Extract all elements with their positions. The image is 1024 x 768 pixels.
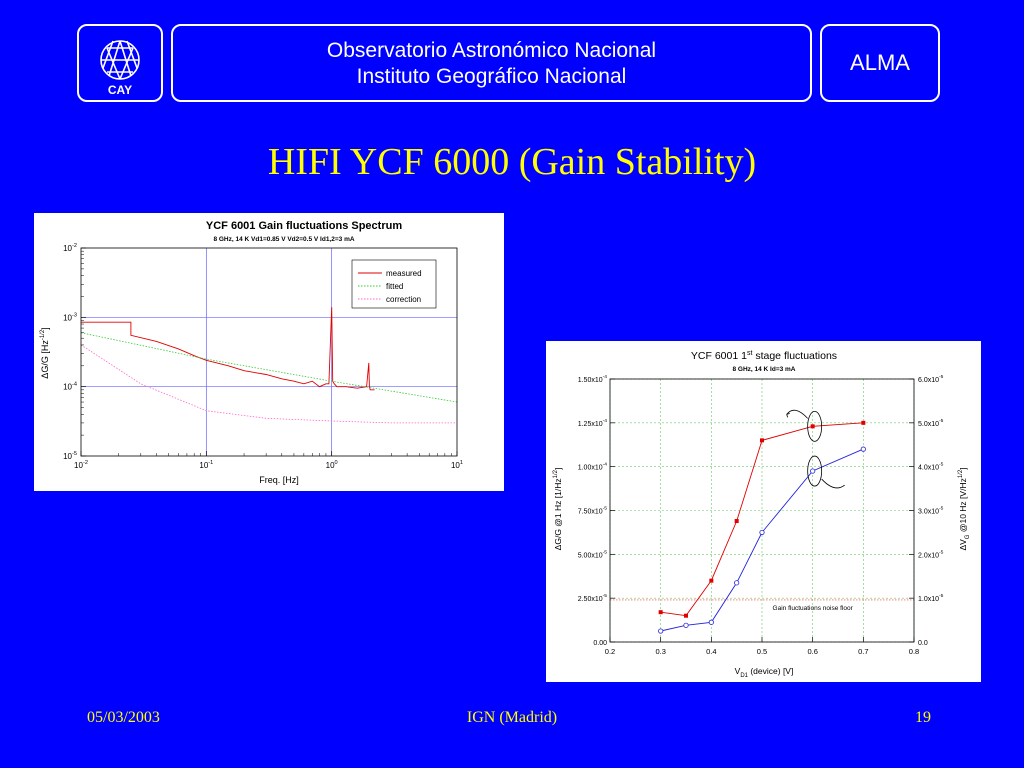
chart2-ytick-left-label-0: 0.00 — [593, 640, 607, 647]
chart1-xtick-label-0: 10-2 — [74, 460, 88, 470]
chart2-point-left-4 — [760, 438, 764, 443]
chart2-point-right-6 — [860, 446, 866, 452]
chart1-ytick-label-0: 10-5 — [63, 451, 77, 461]
chart2-point-right-5 — [810, 468, 816, 474]
chart2-point-left-5 — [810, 424, 815, 429]
chart1-ytick-label-2: 10-3 — [63, 312, 77, 322]
chart2-point-left-3 — [734, 519, 739, 524]
chart2-ytick-left-label-4: 1.00x10-4 — [578, 462, 608, 472]
chart1-ylabel: ΔG/G [Hz-1/2] — [40, 327, 50, 378]
chart2-point-right-1 — [683, 622, 689, 628]
chart2-point-right-3 — [734, 580, 740, 586]
chart1-series-fitted — [80, 332, 458, 403]
chart2-left-axis-ellipse — [807, 410, 823, 442]
chart2-ytick-right-label-5: 5.0x10-5 — [918, 418, 944, 428]
chart1-legend: measured fitted correction — [351, 259, 437, 309]
chart1-plot-frame — [80, 247, 458, 457]
gain-spectrum-chart: YCF 6001 Gain fluctuations Spectrum 8 GH… — [40, 220, 463, 485]
chart2-point-left-0 — [658, 610, 663, 615]
chart2-xtick-label-1: 0.3 — [655, 647, 665, 656]
institution-line1: Observatorio Astronómico Nacional — [326, 39, 657, 62]
chart2-ytick-left-label-3: 7.50x10-5 — [578, 506, 608, 516]
chart1-xtick-label-3: 101 — [451, 460, 463, 470]
chart2-point-left-2 — [709, 578, 714, 583]
logo-text: CAY — [108, 83, 132, 97]
chart1-series-measured — [81, 307, 375, 391]
project-label: ALMA — [850, 50, 910, 75]
chart2-xtick-label-2: 0.4 — [706, 647, 716, 656]
chart2-ytick-right-label-3: 3.0x10-5 — [918, 506, 944, 516]
chart2-ytick-right-label-2: 2.0x10-5 — [918, 549, 944, 559]
chart2-xtick-label-4: 0.6 — [807, 647, 817, 656]
chart2-point-left-1 — [684, 613, 688, 618]
chart1-ytick-label-3: 10-2 — [63, 243, 77, 253]
chart1-subtitle: 8 GHz, 14 K Vd1=0.85 V Vd2=0.5 V Id1,2=3… — [213, 236, 354, 243]
logo-box: CAY — [77, 24, 163, 102]
chart2-title: YCF 6001 1st stage fluctuations — [691, 350, 837, 362]
chart2-point-right-0 — [658, 628, 664, 634]
chart2-ytick-left-label-5: 1.25x10-4 — [578, 418, 608, 428]
chart1-xtick-label-2: 100 — [326, 460, 338, 470]
chart1-legend-box — [351, 259, 437, 309]
slide-title: HIFI YCF 6000 (Gain Stability) — [267, 141, 757, 183]
chart1-legend-label-correction: correction — [386, 295, 421, 304]
chart2-point-right-2 — [708, 619, 714, 625]
chart2-ytick-right-label-0: 0.0 — [918, 640, 928, 647]
chart2-noise-floor-label: Gain fluctuations noise floor — [773, 605, 854, 612]
stage-fluctuations-chart: YCF 6001 1st stage fluctuations 8 GHz, 1… — [553, 350, 971, 679]
chart2-ytick-left-label-2: 5.00x10-5 — [578, 549, 608, 559]
chart1-title: YCF 6001 Gain fluctuations Spectrum — [206, 220, 402, 232]
chart1-legend-label-fitted: fitted — [386, 282, 403, 291]
chart1-xtick-label-1: 10-1 — [199, 460, 213, 470]
chart2-xtick-label-6: 0.8 — [909, 647, 919, 656]
chart2-subtitle: 8 GHz, 14 K Id=3 mA — [732, 366, 795, 373]
chart2-right-axis-ellipse — [807, 455, 823, 487]
footer-date: 05/03/2003 — [87, 709, 160, 726]
chart2-left-axis-arrowhead — [786, 412, 790, 418]
institution-line2: Instituto Geográfico Nacional — [356, 65, 627, 88]
chart2-xlabel: VD1 (device) [V] — [735, 666, 794, 679]
chart2-ytick-left-label-6: 1.50x10-4 — [578, 374, 608, 384]
chart2-left-axis-arrow — [786, 409, 808, 419]
chart1-ytick-label-1: 10-4 — [63, 382, 77, 392]
chart2-right-axis-arrow — [821, 478, 845, 489]
chart2-xtick-label-3: 0.5 — [757, 647, 767, 656]
gain-spectrum-chart-panel: YCF 6001 Gain fluctuations Spectrum 8 GH… — [34, 213, 504, 491]
chart2-point-right-4 — [759, 529, 765, 536]
cay-logo-icon: CAY — [100, 40, 140, 97]
footer-location: IGN (Madrid) — [466, 709, 558, 726]
institution-box: Observatorio Astronómico Nacional Instit… — [171, 24, 812, 102]
page-number: 19 — [915, 709, 931, 726]
chart2-xtick-label-0: 0.2 — [605, 647, 615, 656]
stage-fluctuations-chart-panel: YCF 6001 1st stage fluctuations 8 GHz, 1… — [546, 341, 981, 682]
chart2-ylabel-right: ΔVG @10 Hz [V/Hz1/2] — [958, 467, 971, 550]
chart2-point-left-6 — [861, 420, 866, 425]
chart1-xlabel: Freq. [Hz] — [259, 475, 299, 485]
project-box: ALMA — [820, 24, 940, 102]
chart2-ytick-right-label-4: 4.0x10-5 — [918, 462, 944, 472]
chart2-ylabel-left: ΔG/G @1 Hz [1/Hz1/2] — [553, 468, 563, 551]
chart2-ytick-right-label-6: 6.0x10-5 — [918, 374, 944, 384]
chart1-series-correction — [80, 344, 457, 424]
chart2-ytick-right-label-1: 1.0x10-5 — [918, 593, 944, 603]
chart2-ytick-left-label-1: 2.50x10-5 — [578, 593, 608, 603]
chart2-xtick-label-5: 0.7 — [858, 647, 868, 656]
chart1-legend-label-measured: measured — [386, 269, 422, 278]
